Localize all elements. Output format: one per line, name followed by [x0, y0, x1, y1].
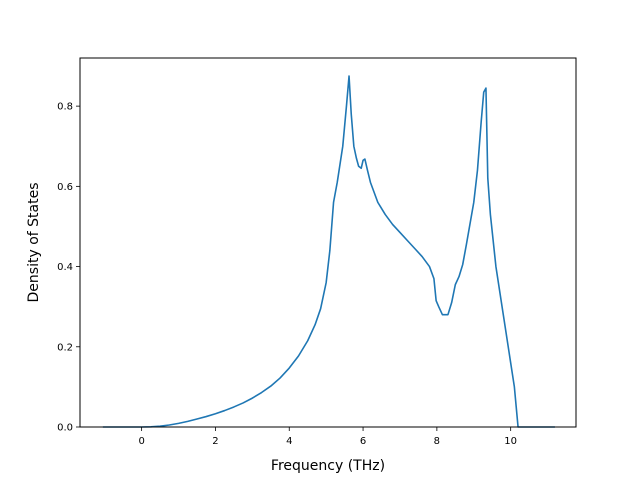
x-tick-label: 2 — [212, 436, 218, 447]
series-line-0 — [102, 75, 555, 428]
x-axis-label: Frequency (THz) — [271, 458, 385, 474]
x-tick-label: 0 — [138, 436, 144, 447]
y-tick-label: 0.2 — [57, 342, 73, 353]
y-axis-ticks: 0.0 0.2 0.4 0.6 0.8 — [57, 102, 80, 434]
y-tick-label: 0.4 — [57, 262, 73, 273]
y-tick-label: 0.6 — [57, 182, 73, 193]
y-tick-label: 0.0 — [57, 423, 73, 434]
x-tick-label: 10 — [504, 436, 517, 447]
x-tick-label: 4 — [286, 436, 292, 447]
x-axis-ticks: 0 2 4 6 8 10 — [138, 427, 517, 447]
x-tick-label: 6 — [360, 436, 366, 447]
y-tick-label: 0.8 — [57, 102, 73, 113]
x-tick-label: 8 — [434, 436, 440, 447]
plot-area — [102, 75, 555, 428]
y-axis-label: Density of States — [26, 183, 42, 303]
axes-frame — [79, 57, 577, 428]
